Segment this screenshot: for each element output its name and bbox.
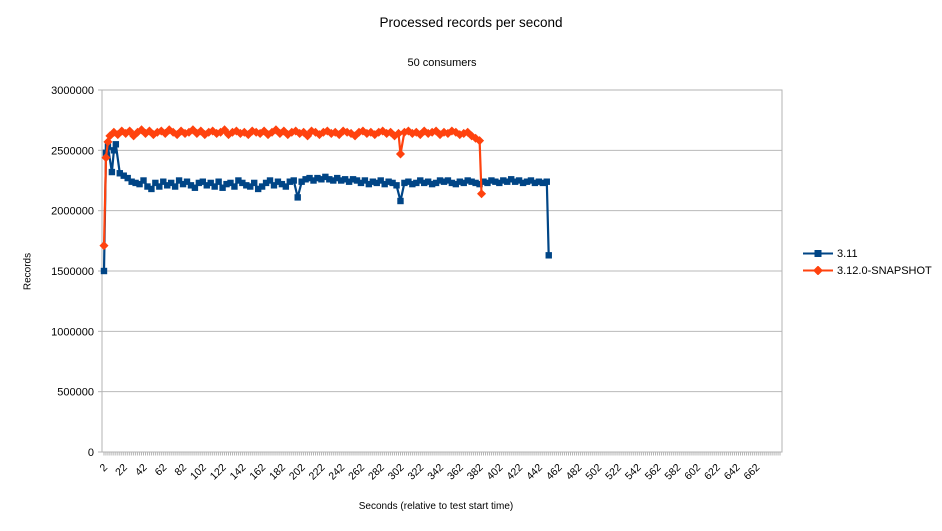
svg-text:562: 562	[643, 462, 664, 483]
gridlines	[102, 89, 782, 453]
svg-text:482: 482	[564, 462, 585, 483]
x-axis-tick-comb	[103, 452, 781, 456]
svg-text:522: 522	[603, 462, 624, 483]
svg-text:22: 22	[113, 462, 130, 479]
series-line-3.11	[102, 143, 550, 272]
svg-text:382: 382	[465, 462, 486, 483]
chart-title: Processed records per second	[379, 15, 563, 30]
svg-text:462: 462	[544, 462, 565, 483]
svg-text:500000: 500000	[57, 387, 94, 399]
svg-text:402: 402	[485, 462, 506, 483]
svg-text:102: 102	[188, 462, 209, 483]
svg-text:222: 222	[307, 462, 328, 483]
svg-text:422: 422	[504, 462, 525, 483]
svg-text:182: 182	[267, 462, 288, 483]
svg-text:3000000: 3000000	[51, 85, 94, 97]
svg-text:242: 242	[326, 462, 347, 483]
legend-item-3-12-0-snapshot: 3.12.0-SNAPSHOT	[803, 262, 932, 279]
svg-text:42: 42	[133, 462, 150, 479]
legend-swatch-3-12-0-snapshot	[803, 266, 833, 275]
svg-text:622: 622	[702, 462, 723, 483]
chart-subtitle: 50 consumers	[407, 57, 477, 69]
svg-text:502: 502	[583, 462, 604, 483]
legend-item-3-11: 3.11	[803, 245, 932, 262]
legend: 3.11 3.12.0-SNAPSHOT	[803, 245, 932, 279]
svg-text:162: 162	[247, 462, 268, 483]
svg-text:362: 362	[445, 462, 466, 483]
legend-diamond-marker-icon	[813, 266, 823, 275]
svg-text:122: 122	[208, 462, 229, 483]
svg-text:202: 202	[287, 462, 308, 483]
legend-label-3-11: 3.11	[837, 247, 858, 260]
svg-text:1500000: 1500000	[51, 266, 94, 278]
series-3-11	[100, 141, 552, 275]
svg-text:602: 602	[682, 462, 703, 483]
svg-text:642: 642	[722, 462, 743, 483]
legend-swatch-3-11	[803, 250, 833, 257]
svg-text:442: 442	[524, 462, 545, 483]
y-axis-ticks	[98, 89, 102, 453]
x-axis-title: Seconds (relative to test start time)	[358, 501, 514, 512]
legend-label-3-12-0-snapshot: 3.12.0-SNAPSHOT	[837, 264, 932, 277]
y-axis-labels: 0 500000 1000000 1500000 2000000 2500000 30000…	[51, 85, 94, 459]
svg-text:322: 322	[405, 462, 426, 483]
svg-text:342: 342	[425, 462, 446, 483]
svg-text:1000000: 1000000	[51, 326, 94, 338]
svg-text:82: 82	[172, 462, 189, 479]
svg-text:142: 142	[228, 462, 249, 483]
svg-text:282: 282	[366, 462, 387, 483]
svg-text:262: 262	[346, 462, 367, 483]
svg-text:582: 582	[662, 462, 683, 483]
svg-text:302: 302	[386, 462, 407, 483]
svg-text:0: 0	[88, 447, 94, 459]
svg-text:62: 62	[153, 462, 170, 479]
svg-text:2: 2	[97, 462, 110, 475]
svg-text:2500000: 2500000	[51, 145, 94, 157]
legend-square-marker-icon	[814, 250, 822, 257]
svg-text:2000000: 2000000	[51, 206, 94, 218]
svg-text:662: 662	[742, 462, 763, 483]
x-axis-labels: 2 22 42 62 821021221421621822022222422622823…	[97, 462, 762, 483]
svg-text:542: 542	[623, 462, 644, 483]
